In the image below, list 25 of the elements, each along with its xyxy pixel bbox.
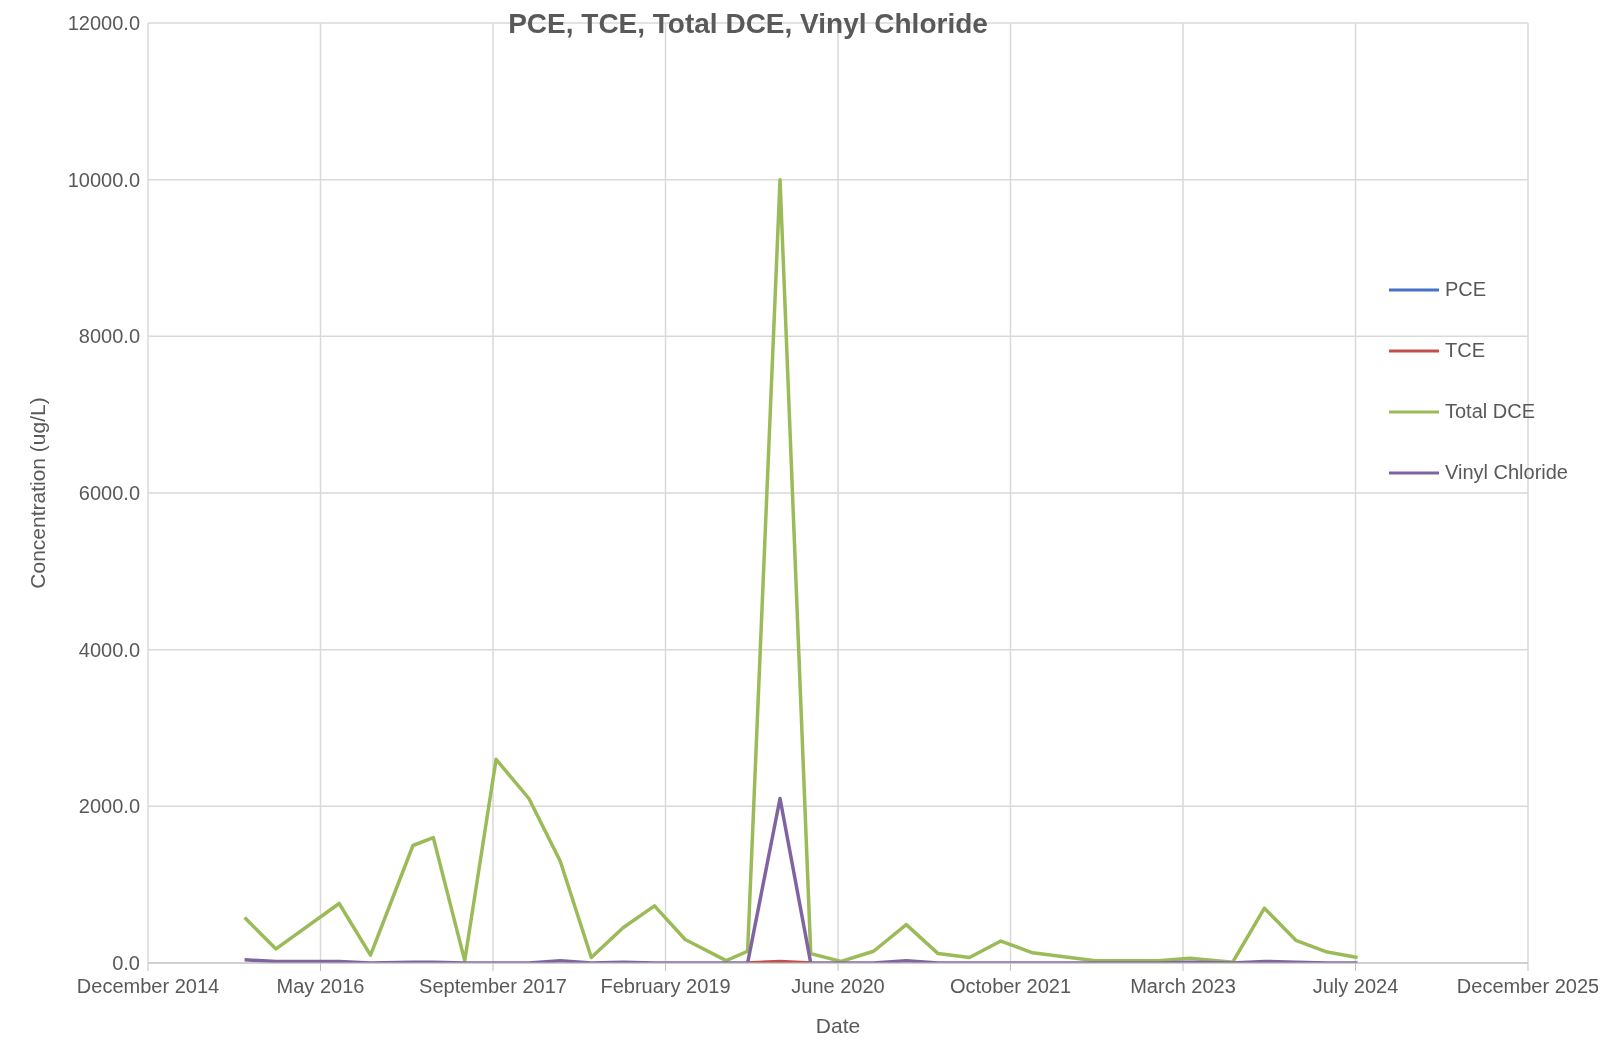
x-tick-label: February 2019	[600, 975, 731, 998]
x-tick-label: July 2024	[1312, 975, 1399, 998]
legend-label: Total DCE	[1444, 400, 1535, 423]
y-tick-label: 0.0	[112, 952, 140, 975]
chart-title: PCE, TCE, Total DCE, Vinyl Chloride	[508, 8, 988, 39]
x-tick-label: December 2025	[1456, 975, 1600, 998]
y-tick-label: 12000.0	[67, 12, 140, 35]
x-tick-label: December 2014	[76, 975, 220, 998]
legend-label: Vinyl Chloride	[1444, 461, 1568, 484]
legend-label: PCE	[1444, 278, 1487, 301]
y-axis-title: Concentration (ug/L)	[26, 397, 50, 589]
x-axis-title: Date	[815, 1014, 861, 1037]
x-tick-label: May 2016	[276, 975, 365, 998]
legend-label: TCE	[1444, 339, 1485, 362]
y-tick-label: 10000.0	[67, 168, 140, 191]
x-tick-label: March 2023	[1130, 975, 1236, 998]
line-series	[242, 796, 1360, 963]
y-tick-label: 4000.0	[78, 638, 140, 661]
y-tick-label: 8000.0	[78, 325, 140, 348]
y-tick-label: 2000.0	[78, 795, 140, 818]
y-tick-label: 6000.0	[78, 482, 140, 505]
line-series	[242, 177, 1360, 963]
x-tick-label: September 2017	[419, 975, 567, 998]
x-tick-label: June 2020	[791, 975, 885, 998]
x-tick-label: October 2021	[949, 975, 1072, 998]
